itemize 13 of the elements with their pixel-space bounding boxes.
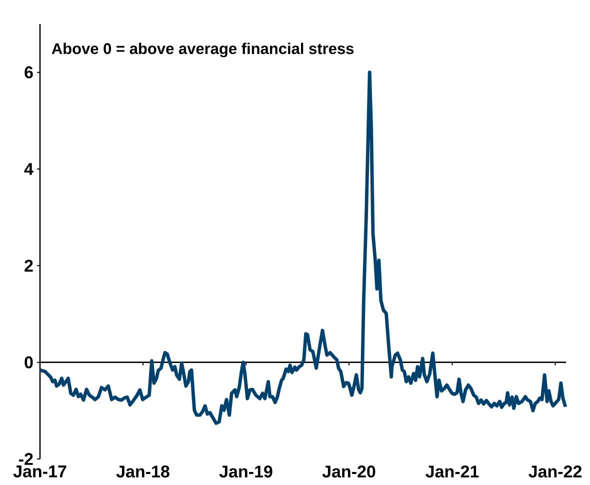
x-tick-label: Jan-22 bbox=[528, 466, 582, 478]
y-tick-label: 4 bbox=[24, 163, 34, 175]
y-tick-label: 0 bbox=[24, 356, 33, 368]
y-tick-label: 6 bbox=[24, 66, 33, 78]
line-series bbox=[38, 70, 568, 425]
x-tick-label: Jan-20 bbox=[322, 466, 376, 478]
x-tick-label: Jan-18 bbox=[116, 466, 170, 478]
annotation: Above 0 = above average financial stress bbox=[52, 42, 354, 58]
x-tick-label: Jan-19 bbox=[219, 466, 272, 478]
x-tick-label: Jan-21 bbox=[426, 466, 479, 478]
y-tick-label: 2 bbox=[24, 260, 33, 272]
x-tick-label: Jan-17 bbox=[13, 466, 66, 478]
y-tick-label: -2 bbox=[19, 453, 33, 465]
